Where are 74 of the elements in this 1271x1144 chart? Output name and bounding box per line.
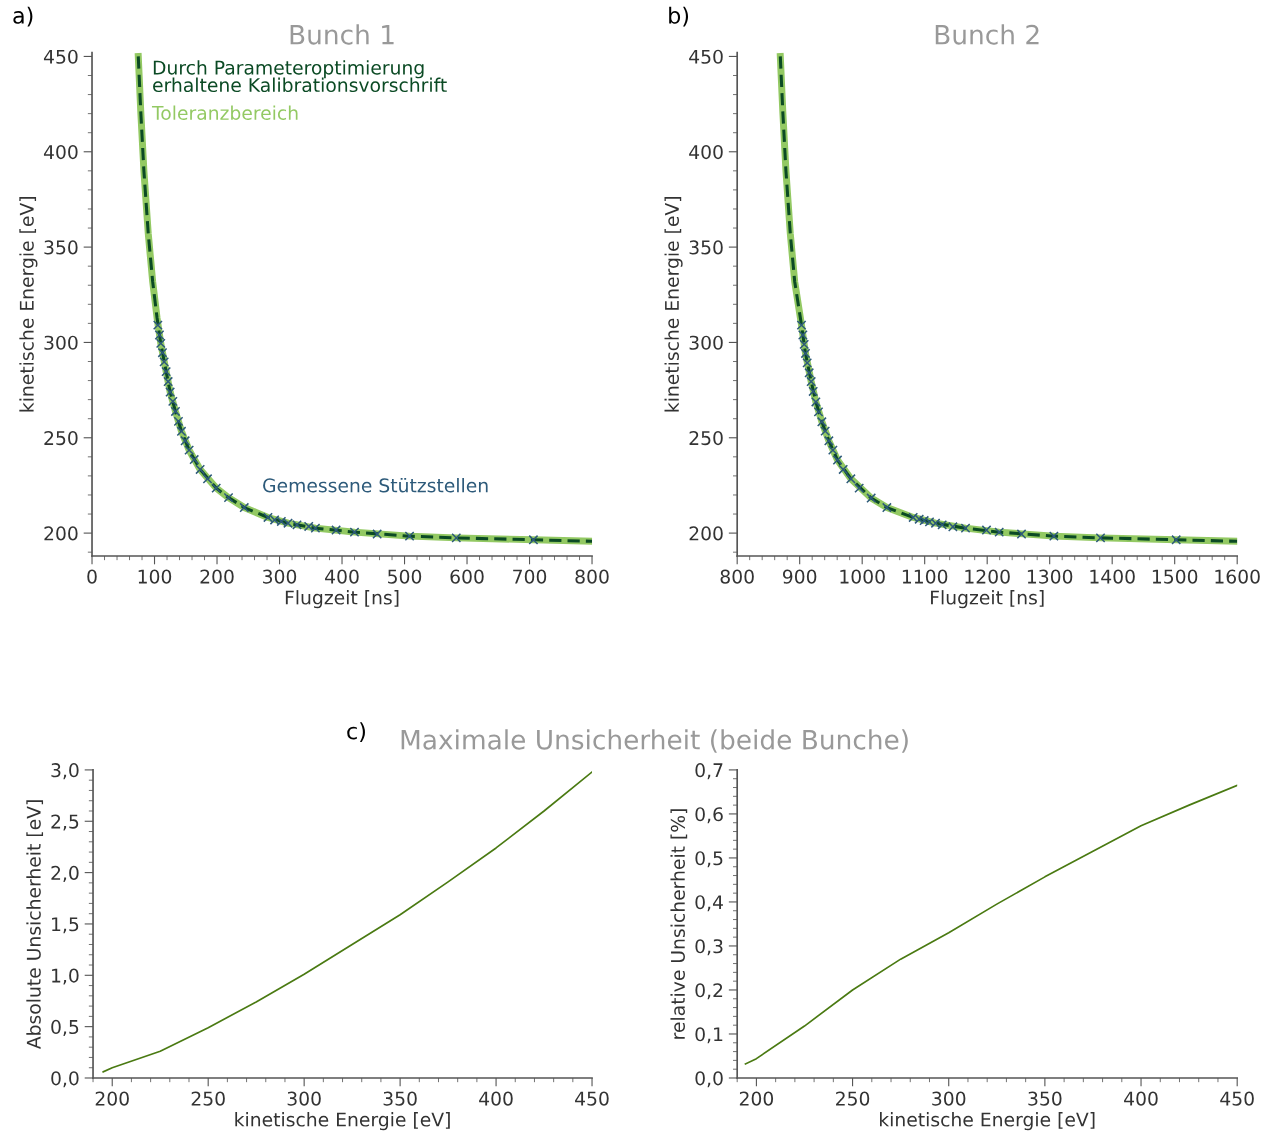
x-tick-label: 300 <box>287 1091 321 1106</box>
chart-title: Bunch 1 <box>290 24 394 45</box>
y-tick-label: 250 <box>44 430 78 446</box>
x-tick-label: 200 <box>739 1091 774 1106</box>
y-tick-label: 200 <box>44 526 78 541</box>
series-label: Toleranzbereich <box>151 105 298 120</box>
y-tick-label: 0,5 <box>51 1019 79 1036</box>
series-label: Durch Parameteroptimierung erhaltene Kalibrationsvorschrift <box>153 60 447 93</box>
y-tick-label: 0,4 <box>695 895 723 912</box>
y-tick-label: 200 <box>689 526 723 541</box>
y-axis-title: Absolute Unsicherheit [eV] <box>26 800 44 1050</box>
y-axis-title: relative Unsicherheit [%] <box>670 809 688 1039</box>
x-tick-label: 1400 <box>1090 569 1135 584</box>
x-axis-title: Flugzeit [ns] <box>931 590 1044 609</box>
x-tick-label: 800 <box>720 569 754 584</box>
x-tick-label: 100 <box>138 569 172 584</box>
chart-title: Bunch 2 <box>935 24 1039 45</box>
y-tick-label: 300 <box>44 335 78 350</box>
series-label: Gemessene Stützstellen <box>263 477 488 493</box>
x-tick-label: 500 <box>388 569 422 584</box>
y-tick-label: 0,6 <box>695 807 723 824</box>
x-tick-label: 1600 <box>1215 569 1260 584</box>
x-tick-label: 250 <box>836 1091 870 1106</box>
y-tick-label: 400 <box>689 144 723 160</box>
y-tick-label: 350 <box>689 240 723 255</box>
y-tick-label: 3,0 <box>51 763 79 780</box>
x-axis-title: kinetische Energie [eV] <box>235 1112 450 1131</box>
text: a) <box>13 6 33 27</box>
y-tick-label: 0,1 <box>695 1027 723 1044</box>
x-tick-label: 450 <box>1220 1091 1254 1106</box>
y-tick-label: 450 <box>43 49 78 64</box>
y-tick-label: 0,0 <box>51 1071 79 1088</box>
y-tick-label: 300 <box>689 335 723 350</box>
y-axis-title: kinetische Energie [eV] <box>664 197 683 412</box>
x-tick-label: 450 <box>575 1091 609 1106</box>
y-tick-label: 450 <box>689 49 723 64</box>
x-tick-label: 900 <box>782 569 817 584</box>
y-tick-label: 0,7 <box>695 763 723 780</box>
y-tick-label: 0,5 <box>695 851 723 868</box>
x-tick-label: 300 <box>263 569 297 584</box>
x-tick-label: 400 <box>325 569 359 584</box>
text: c) <box>347 722 365 743</box>
x-tick-label: 250 <box>191 1091 225 1106</box>
x-tick-label: 400 <box>1124 1091 1158 1106</box>
x-tick-label: 1200 <box>965 569 1010 584</box>
y-tick-label: 1,5 <box>52 917 79 934</box>
y-tick-label: 250 <box>689 430 723 446</box>
x-tick-label: 350 <box>383 1091 417 1106</box>
x-tick-label: 1100 <box>902 569 948 584</box>
x-tick-label: 1500 <box>1152 569 1198 584</box>
x-tick-label: 1000 <box>840 569 885 584</box>
x-tick-label: 200 <box>95 1091 129 1106</box>
y-tick-label: 350 <box>44 240 78 255</box>
y-tick-label: 2,0 <box>51 865 79 882</box>
x-tick-label: 200 <box>200 569 234 584</box>
x-tick-label: 700 <box>513 569 547 584</box>
text: Maximale Unsicherheit (beide Bunche) <box>401 729 908 753</box>
x-tick-label: 1300 <box>1027 569 1073 584</box>
x-tick-label: 600 <box>450 569 484 584</box>
x-tick-label: 400 <box>479 1091 513 1106</box>
y-tick-label: 2,5 <box>51 814 79 831</box>
y-tick-label: 400 <box>43 144 78 160</box>
x-tick-label: 300 <box>932 1091 966 1106</box>
y-tick-label: 0,0 <box>695 1071 723 1088</box>
y-axis-title: kinetische Energie [eV] <box>19 197 38 412</box>
y-tick-label: 0,3 <box>695 939 723 956</box>
x-axis-title: kinetische Energie [eV] <box>880 1112 1095 1131</box>
y-tick-label: 0,2 <box>695 983 723 1000</box>
x-tick-label: 350 <box>1028 1091 1062 1106</box>
text: b) <box>669 6 689 27</box>
x-tick-label: 800 <box>575 569 609 584</box>
x-tick-label: 0 <box>87 569 97 584</box>
x-axis-title: Flugzeit [ns] <box>285 590 399 609</box>
y-tick-label: 1,0 <box>52 968 79 985</box>
